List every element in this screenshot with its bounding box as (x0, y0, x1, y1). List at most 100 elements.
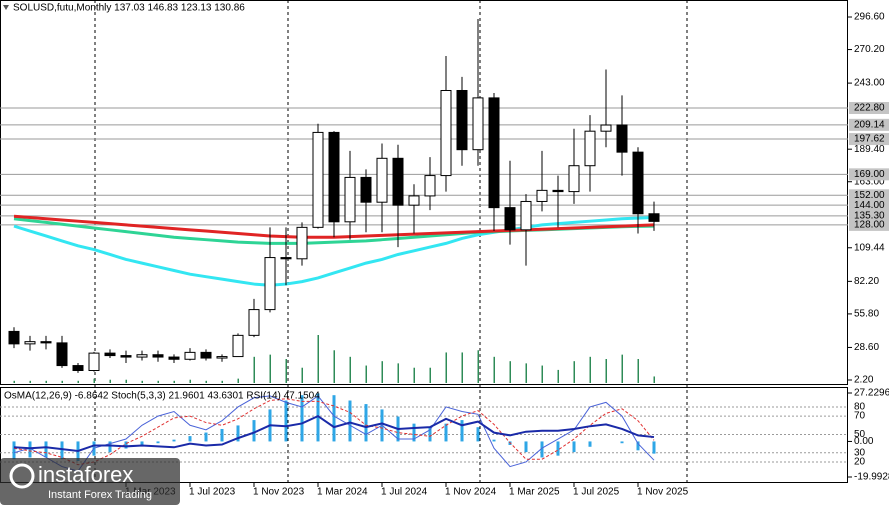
y-tick-label: 189.40 (854, 144, 885, 155)
volume-bar (77, 380, 79, 383)
candle-body (440, 89, 452, 177)
level-label-bg (849, 218, 889, 231)
osma-bar (460, 420, 464, 442)
volume-bar (205, 380, 207, 383)
osma-bar (444, 423, 448, 442)
volume-bar (157, 380, 159, 383)
y-tick-label: 55.80 (854, 309, 879, 320)
indicator-line (13, 395, 655, 472)
volume-bar (637, 359, 639, 383)
osma-bar (428, 427, 432, 442)
level-label: 222.80 (854, 103, 885, 114)
candle-body (264, 257, 276, 311)
osma-bar (556, 441, 560, 456)
indicator-pane-frame (0, 387, 848, 483)
volume-bar (109, 379, 111, 383)
x-tick-label: 1 Jul 2023 (189, 487, 236, 498)
osma-bar (588, 441, 592, 447)
candle-body (520, 200, 532, 231)
level-label: 144.00 (854, 200, 885, 211)
level-label-bg (849, 102, 889, 115)
candle-body (136, 354, 148, 358)
candle-body (312, 131, 324, 228)
y-tick-label: 163.00 (854, 176, 885, 187)
y-tick-label: 109.44 (854, 242, 885, 253)
volume-bar (61, 380, 63, 383)
candle-body (104, 352, 116, 357)
watermark-tagline: Instant Forex Trading (48, 489, 152, 501)
level-label-bg (849, 168, 889, 181)
indicator-line (13, 414, 655, 452)
volume-bar (317, 335, 319, 383)
candle-body (232, 334, 244, 358)
volume-bar (605, 359, 607, 383)
candle-body (648, 213, 660, 222)
candle-body (248, 309, 260, 336)
osma-bar (476, 427, 480, 442)
candle-body (552, 189, 564, 193)
volume-bar (653, 376, 655, 383)
osma-bar (28, 441, 32, 458)
volume-bar (333, 350, 335, 383)
level-label: 209.14 (854, 119, 885, 130)
volume-bar (573, 361, 575, 383)
x-tick-label: 1 Mar 2025 (509, 487, 560, 498)
osma-bar (124, 441, 128, 449)
chart-title: SOLUSD,futu,Monthly 137.03 146.83 123.13… (13, 3, 245, 14)
osma-bar (284, 400, 288, 442)
indicator-title: OsMA(12,26,9) -6.8642 Stoch(5,3,3) 21.96… (4, 391, 320, 402)
candle-body (120, 355, 132, 358)
level-label-bg (849, 189, 889, 202)
osma-bar (316, 393, 320, 442)
y2-tick-label: 50 (854, 429, 866, 440)
volume-bar (621, 354, 623, 383)
volume-bar (173, 380, 175, 383)
y-tick-label: 28.60 (854, 342, 879, 353)
osma-bar (156, 441, 160, 444)
y-tick-label: 0.00 (854, 436, 874, 447)
x-tick-label: 1 Mar 2024 (317, 487, 368, 498)
osma-bar (220, 428, 224, 442)
volume-bar (237, 378, 239, 383)
candle-body (616, 124, 628, 153)
osma-bar (524, 441, 528, 453)
candle-body (632, 151, 644, 215)
volume-bar (253, 356, 255, 383)
candle-body (72, 365, 84, 372)
candle-body (568, 165, 580, 193)
watermark-bg (0, 458, 180, 505)
candle-body (184, 351, 196, 360)
candle-body (536, 189, 548, 202)
candle-body (408, 195, 420, 206)
y-tick-label: 243.00 (854, 78, 885, 89)
volume-bar (413, 367, 415, 383)
volume-bar (509, 361, 511, 383)
x-tick-label: 1 Nov 2025 (637, 487, 689, 498)
watermark-brand: instaforex (38, 462, 133, 487)
candle-body (296, 226, 308, 260)
osma-bar (188, 436, 192, 442)
osma-bar (108, 441, 112, 453)
candle-body (216, 356, 228, 359)
osma-bar (236, 425, 240, 442)
volume-bar (189, 379, 191, 383)
candle-body (488, 97, 500, 209)
candle-body (584, 130, 596, 167)
volume-bar (365, 365, 367, 383)
level-label: 197.62 (854, 134, 885, 145)
y-tick-label: 296.60 (854, 12, 885, 23)
y-tick-label: 27.2296 (854, 388, 889, 399)
osma-bar (348, 400, 352, 442)
level-label: 169.00 (854, 169, 885, 180)
candle-body (88, 352, 100, 372)
volume-bar (461, 352, 463, 383)
candle-body (424, 175, 436, 197)
osma-bar (412, 423, 416, 442)
candle-body (328, 131, 340, 223)
y-tick-label: 270.20 (854, 44, 885, 55)
level-label-bg (849, 209, 889, 222)
osma-bar (652, 441, 656, 454)
candle-body (40, 341, 52, 344)
